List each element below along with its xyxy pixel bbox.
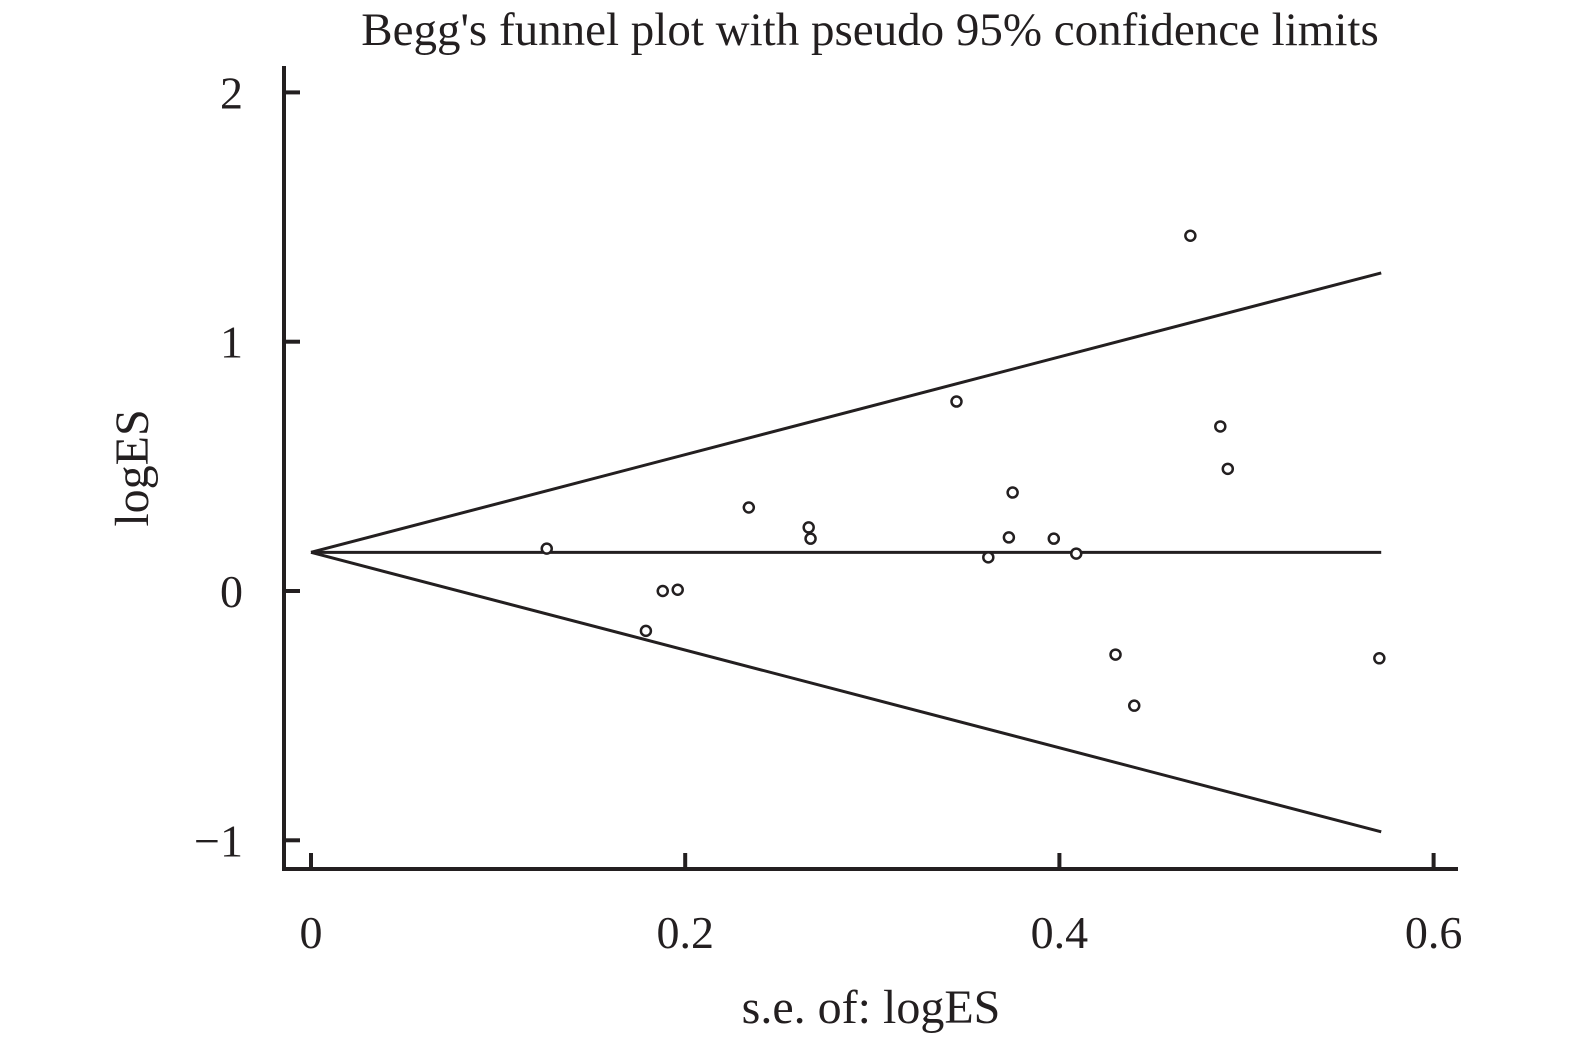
data-point — [982, 551, 995, 564]
funnel-lines — [310, 271, 1382, 834]
y-tick-label: 1 — [220, 317, 243, 368]
data-point — [950, 395, 963, 408]
data-point — [1127, 699, 1141, 712]
x-tick-label: 0.2 — [656, 907, 714, 958]
data-point — [1047, 532, 1061, 545]
x-tick-label: 0.4 — [1031, 907, 1089, 958]
y-tick-label: −1 — [194, 815, 243, 866]
data-points — [540, 229, 1386, 712]
data-point — [1069, 547, 1083, 560]
data-point — [1109, 648, 1122, 661]
y-ticks: −1 0 1 2 — [194, 67, 300, 866]
x-ticks: 0 0.2 0.4 0.6 — [300, 853, 1463, 958]
chart-title: Begg's funnel plot with pseudo 95% confi… — [361, 4, 1379, 56]
data-point — [802, 521, 815, 534]
axes — [282, 66, 1458, 871]
x-tick-label: 0 — [300, 907, 323, 958]
data-point — [1006, 486, 1019, 499]
data-point — [1184, 229, 1197, 242]
lower-confidence-limit — [310, 550, 1382, 834]
data-point — [1214, 420, 1227, 433]
x-tick-label: 0.6 — [1405, 907, 1463, 958]
data-point — [639, 624, 653, 638]
x-axis-label: s.e. of: logES — [742, 981, 1001, 1034]
data-point — [671, 583, 684, 597]
y-axis-label: logES — [106, 409, 159, 526]
data-point — [656, 584, 669, 598]
data-point — [742, 501, 756, 514]
data-point — [1373, 652, 1386, 665]
y-tick-label: 2 — [220, 67, 243, 118]
y-tick-label: 0 — [220, 566, 243, 617]
data-point — [1221, 462, 1235, 476]
data-point — [804, 532, 817, 545]
upper-confidence-limit — [310, 271, 1382, 554]
data-point — [1002, 531, 1016, 544]
data-point — [540, 542, 553, 555]
